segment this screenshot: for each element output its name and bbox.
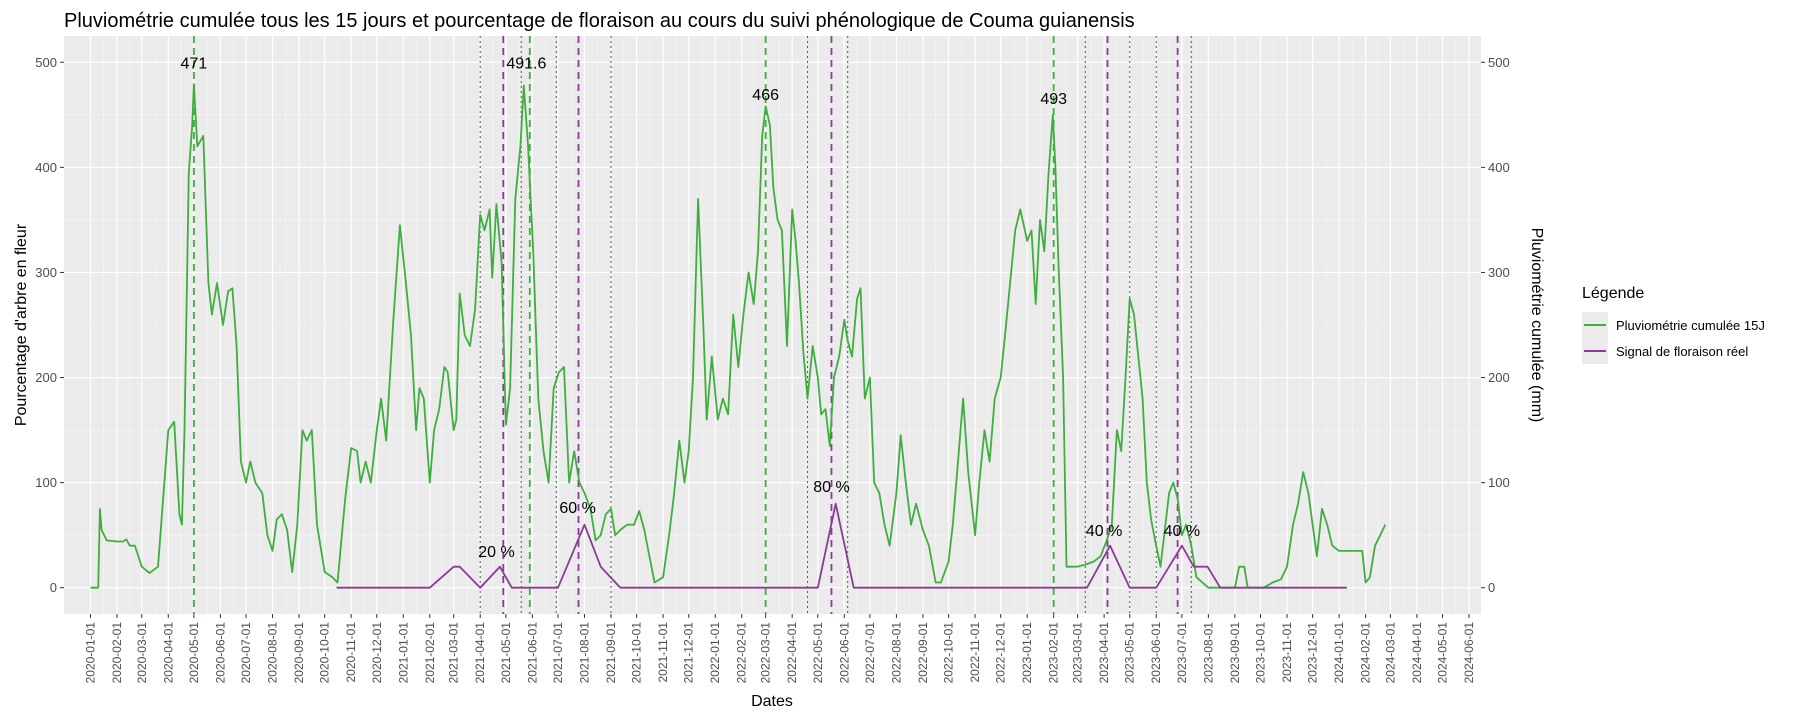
x-tick-label: 2020-09-01 xyxy=(292,622,306,684)
x-tick-label: 2020-06-01 xyxy=(213,622,227,684)
y-tick-label-right: 500 xyxy=(1488,55,1510,70)
x-tick-label: 2022-08-01 xyxy=(889,622,903,684)
x-tick-label: 2020-01-01 xyxy=(83,622,97,684)
data-label: 20 % xyxy=(478,544,514,561)
x-tick-label: 2023-02-01 xyxy=(1047,622,1061,684)
x-tick-label: 2021-05-01 xyxy=(499,622,513,684)
x-tick-label: 2024-06-01 xyxy=(1462,622,1476,684)
x-tick-label: 2023-07-01 xyxy=(1175,622,1189,684)
x-axis: 2020-01-01 2020-02-01 2020-03-01 2020-04-01… xyxy=(83,614,1476,683)
x-tick-label: 2022-12-01 xyxy=(994,622,1008,684)
data-label: 60 % xyxy=(559,500,595,517)
x-tick-label: 2020-10-01 xyxy=(318,622,332,684)
chart-title: Pluviométrie cumulée tous les 15 jours e… xyxy=(64,10,1135,32)
y-axis-left-title: Pourcentage d'arbre en fleur xyxy=(13,223,30,426)
y-tick-label-right: 200 xyxy=(1488,370,1510,385)
series-line-flowering xyxy=(336,502,1347,589)
y-tick-label: 300 xyxy=(35,265,57,280)
x-tick-label: 2023-08-01 xyxy=(1201,622,1215,684)
x-tick-label: 2023-10-01 xyxy=(1254,622,1268,684)
x-tick-label: 2022-02-01 xyxy=(735,622,749,684)
grid-major xyxy=(64,36,1481,614)
data-label: 40 % xyxy=(1086,523,1122,540)
x-tick-label: 2020-03-01 xyxy=(135,622,149,684)
y-tick-label: 200 xyxy=(35,370,57,385)
x-tick-label: 2024-04-01 xyxy=(1410,622,1424,684)
data-label: 466 xyxy=(752,87,779,104)
x-tick-label: 2021-08-01 xyxy=(577,622,591,684)
data-label: 80 % xyxy=(813,479,849,496)
x-tick-label: 2020-04-01 xyxy=(161,622,175,684)
x-tick-label: 2023-03-01 xyxy=(1071,622,1085,684)
x-tick-label: 2020-07-01 xyxy=(239,622,253,684)
y-tick-label-right: 300 xyxy=(1488,265,1510,280)
x-tick-label: 2023-01-01 xyxy=(1020,622,1034,684)
legend: Légende Pluviométrie cumulée 15J Signal … xyxy=(1582,285,1765,364)
x-tick-label: 2021-12-01 xyxy=(682,622,696,684)
y-tick-label-right: 0 xyxy=(1488,580,1495,595)
x-tick-label: 2022-11-01 xyxy=(968,622,982,683)
x-tick-label: 2022-06-01 xyxy=(837,622,851,684)
legend-label-flowering: Signal de floraison réel xyxy=(1616,344,1748,359)
x-tick-label: 2021-04-01 xyxy=(473,622,487,684)
x-tick-label: 2021-10-01 xyxy=(630,622,644,684)
data-label: 493 xyxy=(1040,91,1067,108)
x-tick-label: 2020-11-01 xyxy=(344,622,358,683)
y-axis-left: 0 100 200 300 400 500 xyxy=(35,55,64,595)
x-tick-label: 2024-05-01 xyxy=(1436,622,1450,684)
y-axis-right: 0 100 200 300 400 500 xyxy=(1481,55,1510,595)
y-tick-label-right: 100 xyxy=(1488,475,1510,490)
x-tick-label: 2023-04-01 xyxy=(1097,622,1111,684)
y-tick-label: 400 xyxy=(35,160,57,175)
y-tick-label: 100 xyxy=(35,475,57,490)
x-tick-label: 2020-12-01 xyxy=(370,622,384,684)
y-tick-label: 0 xyxy=(50,580,57,595)
x-tick-label: 2020-05-01 xyxy=(187,622,201,684)
x-tick-label: 2022-07-01 xyxy=(863,622,877,684)
x-tick-label: 2024-03-01 xyxy=(1383,622,1397,684)
x-tick-label: 2021-03-01 xyxy=(447,622,461,684)
annotations: 471 491.6 466 493 20 % 60 % 80 % 40 % 40 % xyxy=(181,55,1201,561)
x-tick-label: 2023-11-01 xyxy=(1280,622,1294,683)
x-tick-label: 2022-05-01 xyxy=(811,622,825,684)
series-line-rainfall xyxy=(90,83,1387,589)
x-tick-label: 2022-04-01 xyxy=(785,622,799,684)
x-tick-label: 2024-02-01 xyxy=(1359,622,1373,684)
x-tick-label: 2022-10-01 xyxy=(942,622,956,684)
legend-label-rain: Pluviométrie cumulée 15J xyxy=(1616,318,1765,333)
x-axis-title: Dates xyxy=(751,693,793,710)
x-tick-label: 2021-01-01 xyxy=(396,622,410,684)
x-tick-label: 2021-09-01 xyxy=(604,622,618,684)
series-layer xyxy=(90,83,1387,589)
x-tick-label: 2021-06-01 xyxy=(525,622,539,684)
x-tick-label: 2023-09-01 xyxy=(1228,622,1242,684)
x-tick-label: 2022-01-01 xyxy=(708,622,722,684)
x-tick-label: 2021-11-01 xyxy=(656,622,670,683)
x-tick-label: 2023-05-01 xyxy=(1123,622,1137,684)
data-label: 491.6 xyxy=(506,55,546,72)
data-label: 40 % xyxy=(1164,523,1200,540)
legend-title: Légende xyxy=(1582,285,1644,302)
x-tick-label: 2020-02-01 xyxy=(110,622,124,684)
y-tick-label-right: 400 xyxy=(1488,160,1510,175)
x-tick-label: 2024-01-01 xyxy=(1332,622,1346,684)
legend-key-bg xyxy=(1582,312,1608,364)
x-tick-label: 2023-06-01 xyxy=(1149,622,1163,684)
x-tick-label: 2021-07-01 xyxy=(551,622,565,684)
data-label: 471 xyxy=(181,55,208,72)
y-axis-right-title: Pluviométrie cumulée (mm) xyxy=(1528,228,1545,423)
x-tick-label: 2021-02-01 xyxy=(423,622,437,684)
x-tick-label: 2023-12-01 xyxy=(1306,622,1320,684)
x-tick-label: 2022-09-01 xyxy=(916,622,930,684)
x-tick-label: 2022-03-01 xyxy=(759,622,773,684)
y-tick-label: 500 xyxy=(35,55,57,70)
x-tick-label: 2020-08-01 xyxy=(266,622,280,684)
